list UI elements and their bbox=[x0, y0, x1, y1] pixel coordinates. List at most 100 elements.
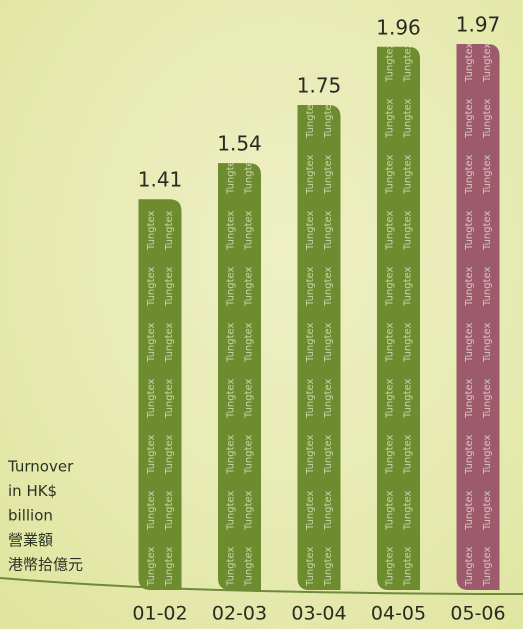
watermark: Tungtex bbox=[146, 546, 157, 587]
watermark: Tungtex bbox=[403, 266, 414, 307]
watermark: Tungtex bbox=[464, 210, 475, 251]
watermark: Tungtex bbox=[385, 490, 396, 531]
watermark: Tungtex bbox=[305, 378, 316, 419]
watermark: Tungtex bbox=[244, 266, 255, 307]
watermark: Tungtex bbox=[226, 210, 237, 251]
watermark: Tungtex bbox=[385, 378, 396, 419]
bar bbox=[377, 47, 420, 590]
watermark: Tungtex bbox=[226, 378, 237, 419]
watermark: Tungtex bbox=[164, 546, 175, 587]
watermark: Tungtex bbox=[146, 322, 157, 363]
x-tick-label: 04-05 bbox=[371, 603, 426, 625]
value-label: 1.41 bbox=[138, 168, 183, 192]
watermark: Tungtex bbox=[146, 434, 157, 475]
watermark: Tungtex bbox=[482, 434, 493, 475]
watermark: Tungtex bbox=[464, 322, 475, 363]
watermark: Tungtex bbox=[464, 154, 475, 195]
watermark: Tungtex bbox=[244, 322, 255, 363]
watermark: Tungtex bbox=[305, 266, 316, 307]
axis-label: Turnover bbox=[7, 458, 74, 476]
watermark: Tungtex bbox=[403, 98, 414, 139]
bar bbox=[298, 105, 341, 590]
watermark: Tungtex bbox=[403, 154, 414, 195]
watermark: Tungtex bbox=[482, 98, 493, 139]
watermark: Tungtex bbox=[226, 266, 237, 307]
x-tick-label: 05-06 bbox=[450, 603, 505, 625]
background bbox=[0, 0, 523, 629]
x-tick-label: 02-03 bbox=[212, 603, 267, 625]
watermark: Tungtex bbox=[385, 434, 396, 475]
watermark: Tungtex bbox=[482, 42, 493, 83]
watermark: Tungtex bbox=[323, 210, 334, 251]
watermark: Tungtex bbox=[464, 434, 475, 475]
watermark: Tungtex bbox=[305, 154, 316, 195]
watermark: Tungtex bbox=[146, 210, 157, 251]
x-tick-label: 01-02 bbox=[132, 603, 187, 625]
watermark: Tungtex bbox=[464, 98, 475, 139]
watermark: Tungtex bbox=[403, 210, 414, 251]
watermark: Tungtex bbox=[164, 266, 175, 307]
watermark: Tungtex bbox=[385, 322, 396, 363]
watermark: Tungtex bbox=[464, 266, 475, 307]
watermark: Tungtex bbox=[464, 42, 475, 83]
watermark: Tungtex bbox=[482, 322, 493, 363]
watermark: Tungtex bbox=[226, 322, 237, 363]
watermark: Tungtex bbox=[482, 490, 493, 531]
watermark: Tungtex bbox=[403, 42, 414, 83]
axis-label: in HK$ bbox=[8, 482, 57, 500]
watermark: Tungtex bbox=[403, 322, 414, 363]
bar bbox=[457, 44, 500, 590]
watermark: Tungtex bbox=[323, 490, 334, 531]
watermark: Tungtex bbox=[244, 210, 255, 251]
watermark: Tungtex bbox=[385, 98, 396, 139]
watermark: Tungtex bbox=[226, 546, 237, 587]
watermark: Tungtex bbox=[244, 434, 255, 475]
watermark: Tungtex bbox=[323, 154, 334, 195]
watermark: Tungtex bbox=[305, 546, 316, 587]
watermark: Tungtex bbox=[385, 266, 396, 307]
x-tick-label: 03-04 bbox=[291, 603, 346, 625]
watermark: Tungtex bbox=[403, 378, 414, 419]
watermark: Tungtex bbox=[464, 378, 475, 419]
watermark: Tungtex bbox=[146, 266, 157, 307]
axis-label: 營業額 bbox=[8, 531, 53, 549]
watermark: Tungtex bbox=[482, 210, 493, 251]
watermark: Tungtex bbox=[244, 546, 255, 587]
watermark: Tungtex bbox=[164, 490, 175, 531]
watermark: Tungtex bbox=[146, 378, 157, 419]
watermark: Tungtex bbox=[164, 322, 175, 363]
watermark: Tungtex bbox=[305, 434, 316, 475]
watermark: Tungtex bbox=[482, 266, 493, 307]
watermark: Tungtex bbox=[403, 546, 414, 587]
watermark: Tungtex bbox=[385, 546, 396, 587]
bar bbox=[218, 163, 261, 590]
value-label: 1.96 bbox=[376, 15, 421, 39]
watermark: Tungtex bbox=[403, 490, 414, 531]
watermark: Tungtex bbox=[482, 378, 493, 419]
watermark: Tungtex bbox=[146, 490, 157, 531]
value-label: 1.97 bbox=[456, 13, 501, 37]
watermark: Tungtex bbox=[323, 378, 334, 419]
watermark: Tungtex bbox=[244, 378, 255, 419]
axis-label: billion bbox=[8, 507, 53, 525]
watermark: Tungtex bbox=[226, 434, 237, 475]
watermark: Tungtex bbox=[164, 210, 175, 251]
watermark: Tungtex bbox=[305, 210, 316, 251]
watermark: Tungtex bbox=[323, 434, 334, 475]
watermark: Tungtex bbox=[385, 210, 396, 251]
chart: Tungtex Tungtex Tungtex Tungtex Tungtex Tungt… bbox=[0, 0, 523, 629]
watermark: Tungtex bbox=[323, 546, 334, 587]
watermark: Tungtex bbox=[226, 490, 237, 531]
bar bbox=[139, 199, 182, 590]
watermark: Tungtex bbox=[164, 378, 175, 419]
watermark: Tungtex bbox=[385, 154, 396, 195]
axis-label: 港幣拾億元 bbox=[8, 556, 83, 574]
watermark: Tungtex bbox=[323, 266, 334, 307]
watermark: Tungtex bbox=[464, 546, 475, 587]
watermark: Tungtex bbox=[482, 154, 493, 195]
watermark: Tungtex bbox=[323, 322, 334, 363]
watermark: Tungtex bbox=[464, 490, 475, 531]
value-label: 1.75 bbox=[297, 73, 342, 97]
watermark: Tungtex bbox=[164, 434, 175, 475]
watermark: Tungtex bbox=[482, 546, 493, 587]
